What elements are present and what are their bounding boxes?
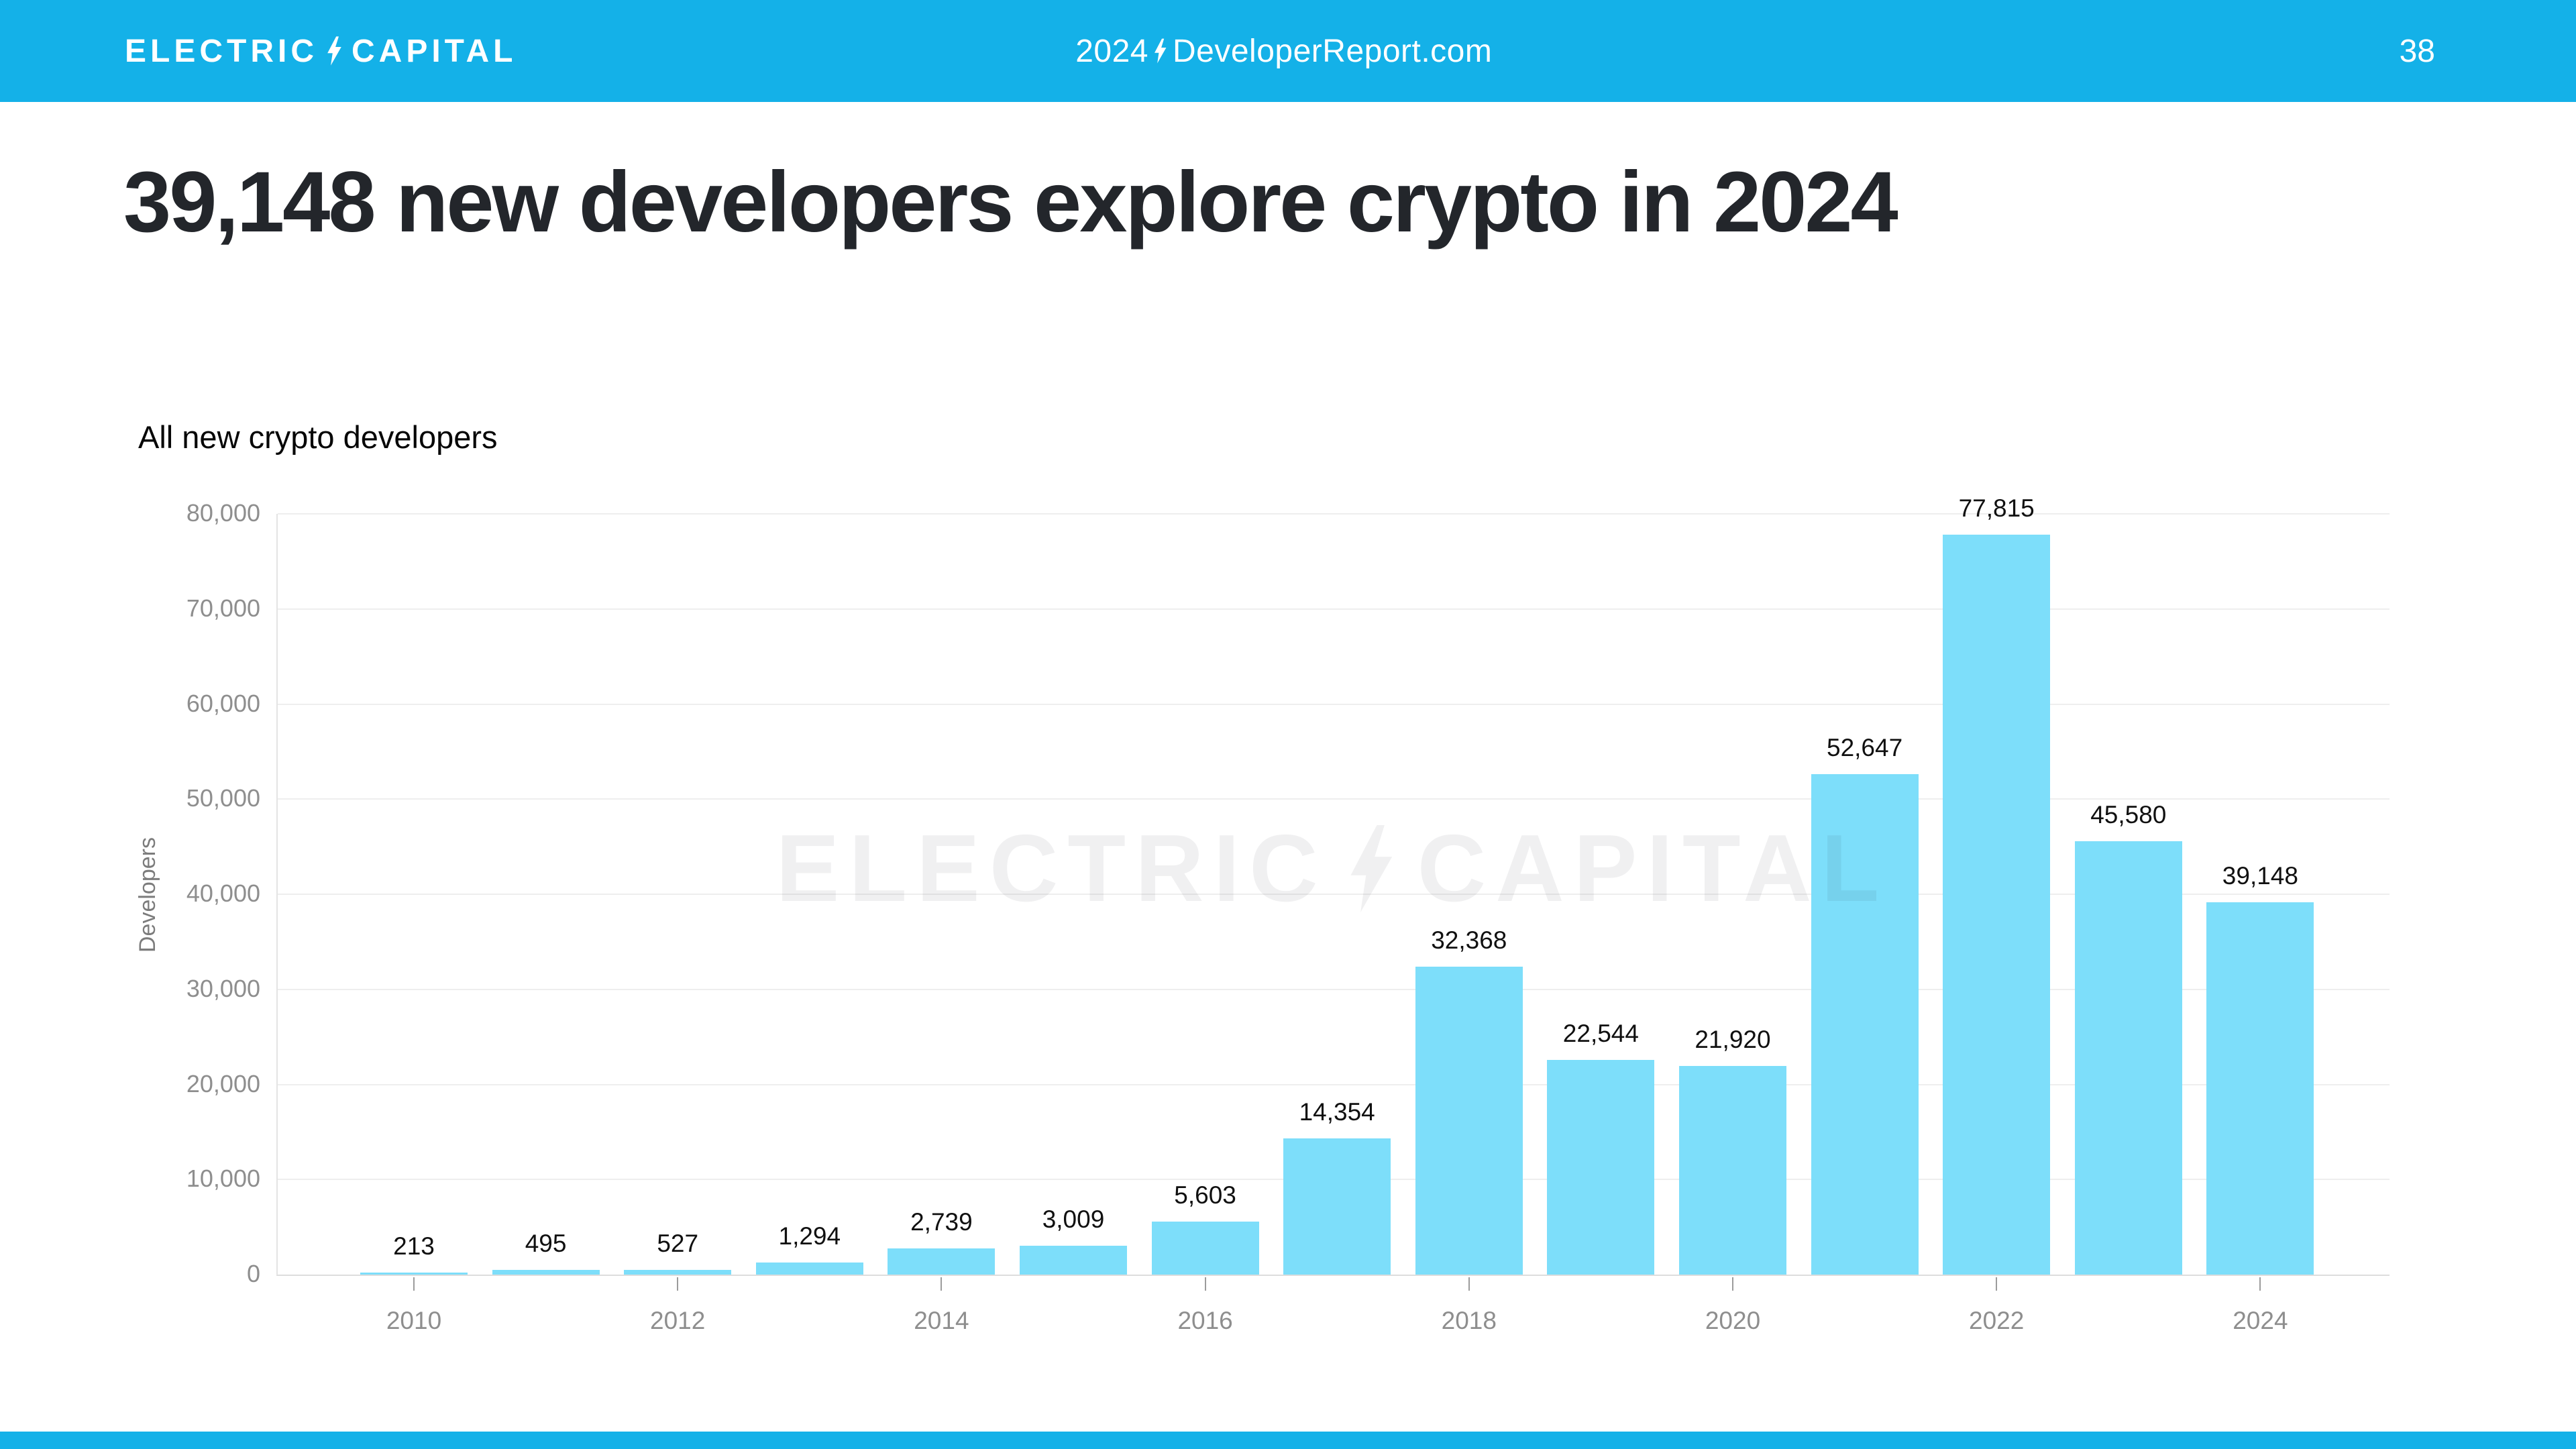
bar-2020[interactable] <box>1679 1066 1786 1275</box>
y-tick-label: 30,000 <box>186 974 260 1002</box>
bar-value-label: 527 <box>657 1229 699 1257</box>
bar-value-label: 32,368 <box>1431 926 1507 955</box>
bar-2010[interactable] <box>360 1272 468 1275</box>
x-tick-mark <box>1468 1277 1470 1291</box>
y-axis-label: Developers <box>135 837 160 953</box>
bar-2019[interactable] <box>1547 1060 1655 1275</box>
x-tick-mark <box>677 1277 679 1291</box>
gridline <box>278 703 2390 705</box>
bar-2012[interactable] <box>624 1269 732 1275</box>
bar-value-label: 52,647 <box>1827 733 1903 761</box>
gridline <box>278 608 2390 610</box>
x-tick-label: 2010 <box>386 1307 442 1334</box>
bar-2016[interactable] <box>1151 1221 1259 1275</box>
bar-value-label: 3,009 <box>1042 1205 1105 1234</box>
page-number: 38 <box>2399 33 2435 69</box>
bar-2021[interactable] <box>1811 773 1919 1275</box>
slide-title: 39,148 new developers explore crypto in … <box>123 154 1898 250</box>
bar-2022[interactable] <box>1943 534 2051 1275</box>
bar-2018[interactable] <box>1415 967 1523 1275</box>
gridline <box>278 1083 2390 1085</box>
y-tick-label: 20,000 <box>186 1069 260 1097</box>
bar-value-label: 21,920 <box>1695 1026 1771 1054</box>
logo-text-electric: ELECTRIC <box>125 33 318 69</box>
x-tick-mark <box>1732 1277 1733 1291</box>
header-report-link[interactable]: 2024 DeveloperReport.com <box>1075 0 1492 102</box>
bar-value-label: 14,354 <box>1299 1097 1375 1126</box>
gridline <box>278 894 2390 895</box>
logo-text-capital: CAPITAL <box>352 33 517 69</box>
lightning-bolt-icon <box>1154 38 1167 64</box>
y-tick-label: 50,000 <box>186 784 260 812</box>
footer-bar <box>0 1432 2576 1449</box>
x-tick-label: 2018 <box>1441 1307 1497 1334</box>
y-tick-label: 70,000 <box>186 594 260 622</box>
x-tick-mark <box>413 1277 415 1291</box>
x-tick-label: 2016 <box>1177 1307 1233 1334</box>
x-tick-label: 2012 <box>650 1307 706 1334</box>
electric-capital-logo: ELECTRIC CAPITAL <box>125 0 517 102</box>
report-site: DeveloperReport.com <box>1172 33 1493 69</box>
y-tick-label: 40,000 <box>186 879 260 907</box>
bar-value-label: 495 <box>525 1229 567 1257</box>
header-bar: ELECTRIC CAPITAL 2024 DeveloperReport.co… <box>0 0 2576 102</box>
lightning-bolt-icon <box>327 36 341 66</box>
x-tick-mark <box>2259 1277 2261 1291</box>
bar-value-label: 45,580 <box>2090 800 2167 828</box>
bar-2013[interactable] <box>755 1262 863 1275</box>
bar-value-label: 39,148 <box>2222 862 2298 890</box>
bar-2011[interactable] <box>492 1269 600 1275</box>
bar-chart-plot-area: 0 10,000 20,000 30,000 40,000 50,000 60,000 70,… <box>186 494 2390 1334</box>
bar-value-label: 5,603 <box>1174 1181 1236 1209</box>
y-tick-label: 10,000 <box>186 1165 260 1193</box>
bar-2015[interactable] <box>1020 1246 1127 1275</box>
x-tick-label: 2022 <box>1969 1307 2025 1334</box>
bar-value-label: 1,294 <box>778 1222 841 1250</box>
bar-2014[interactable] <box>888 1248 996 1275</box>
bar-2023[interactable] <box>2074 841 2182 1275</box>
gridline <box>278 513 2390 515</box>
bar-2017[interactable] <box>1283 1138 1391 1275</box>
chart-title: All new crypto developers <box>138 419 498 455</box>
bar-value-label: 77,815 <box>1958 494 2035 522</box>
gridline <box>278 798 2390 800</box>
x-tick-label: 2014 <box>914 1307 969 1334</box>
x-tick-mark <box>1204 1277 1206 1291</box>
report-year: 2024 <box>1075 33 1148 69</box>
bar-value-label: 2,739 <box>910 1208 973 1236</box>
bar-value-label: 213 <box>393 1232 435 1260</box>
x-tick-mark <box>941 1277 943 1291</box>
x-tick-label: 2024 <box>2233 1307 2288 1334</box>
y-tick-label: 0 <box>246 1260 260 1287</box>
x-tick-mark <box>1996 1277 1998 1291</box>
x-tick-label: 2020 <box>1705 1307 1761 1334</box>
bar-2024[interactable] <box>2206 902 2314 1275</box>
bar-value-label: 22,544 <box>1562 1020 1639 1048</box>
y-tick-label: 60,000 <box>186 689 260 717</box>
y-tick-label: 80,000 <box>186 499 260 527</box>
gridline <box>278 988 2390 990</box>
